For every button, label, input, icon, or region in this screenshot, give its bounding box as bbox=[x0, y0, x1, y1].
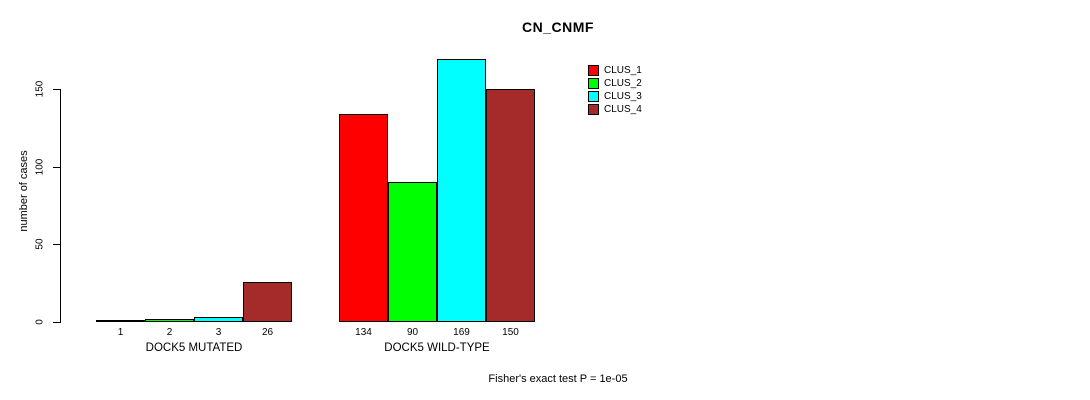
bar-clus_1-1 bbox=[96, 320, 145, 323]
y-tick-label: 50 bbox=[34, 238, 46, 250]
legend-swatch-icon bbox=[588, 104, 599, 115]
bar-clus_1-2 bbox=[339, 113, 388, 322]
bar-clus_2-2 bbox=[388, 182, 437, 322]
stat-test-annotation: Fisher's exact test P = 1e-05 bbox=[488, 373, 628, 385]
y-tick-mark bbox=[53, 244, 60, 246]
legend-item: CLUS_1 bbox=[588, 64, 642, 77]
bar-clus_4-1 bbox=[243, 281, 292, 322]
bar-clus_3-1 bbox=[194, 317, 243, 322]
legend-item: CLUS_3 bbox=[588, 90, 642, 103]
y-tick-mark bbox=[53, 166, 60, 168]
legend: CLUS_1 CLUS_2 CLUS_3 CLUS_4 bbox=[588, 64, 642, 116]
bar-clus_2-1 bbox=[145, 318, 194, 322]
y-tick-label: 100 bbox=[34, 158, 46, 175]
bar-clus_4-2 bbox=[486, 89, 535, 322]
legend-label: CLUS_3 bbox=[604, 91, 642, 102]
legend-swatch-icon bbox=[588, 65, 599, 76]
group-label: DOCK5 WILD-TYPE bbox=[384, 342, 490, 354]
y-tick-label: 0 bbox=[34, 319, 46, 325]
bar-clus_3-2 bbox=[437, 59, 486, 322]
bar-value-label: 150 bbox=[502, 327, 519, 338]
bar-value-label: 90 bbox=[406, 327, 419, 338]
group-label: DOCK5 MUTATED bbox=[145, 342, 243, 354]
legend-label: CLUS_1 bbox=[604, 65, 642, 76]
y-axis-label: number of cases bbox=[18, 150, 30, 232]
legend-swatch-icon bbox=[588, 91, 599, 102]
chart-title: CN_CNMF bbox=[522, 19, 594, 35]
bar-value-label: 134 bbox=[355, 327, 372, 338]
y-axis-line bbox=[60, 89, 61, 323]
legend-label: CLUS_2 bbox=[604, 78, 642, 89]
legend-item: CLUS_2 bbox=[588, 77, 642, 90]
y-tick-mark bbox=[53, 322, 60, 323]
bar-value-label: 169 bbox=[453, 327, 470, 338]
y-tick-mark bbox=[53, 89, 60, 90]
legend-label: CLUS_4 bbox=[604, 104, 642, 115]
bar-value-label: 1 bbox=[117, 327, 124, 338]
bar-value-label: 2 bbox=[166, 327, 173, 338]
bar-value-label: 3 bbox=[215, 327, 222, 338]
bar-value-label: 26 bbox=[261, 327, 274, 338]
y-tick-label: 150 bbox=[34, 80, 46, 98]
legend-item: CLUS_4 bbox=[588, 103, 642, 116]
legend-swatch-icon bbox=[588, 78, 599, 89]
